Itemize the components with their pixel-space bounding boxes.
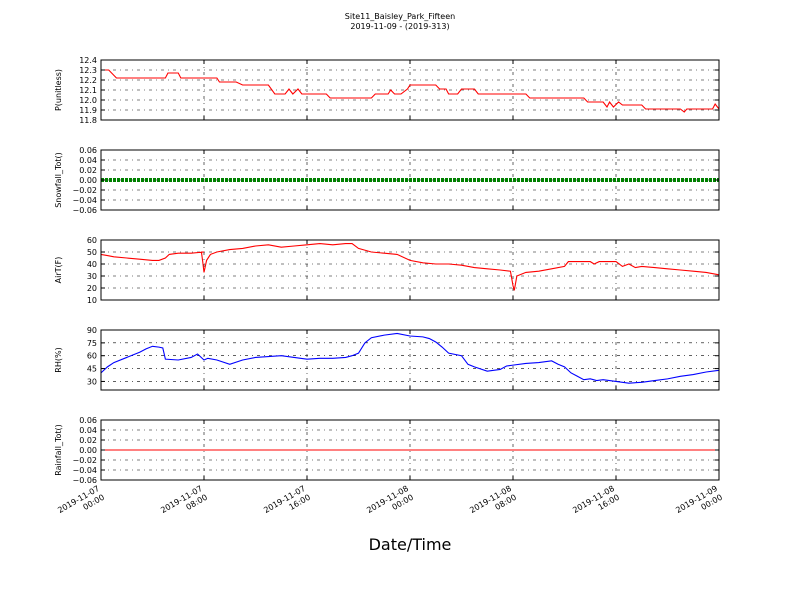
panel-3-series-line xyxy=(100,243,720,291)
y-tick-label: 0.02 xyxy=(79,166,97,175)
y-tick-label: 0.04 xyxy=(79,426,97,435)
x-tick-label: 2019-11-0900:00 xyxy=(674,484,724,524)
y-tick-label: 90 xyxy=(87,326,97,335)
panel-1-series-line xyxy=(101,69,720,113)
y-tick-label: 40 xyxy=(87,260,97,269)
y-tick-label: −0.02 xyxy=(72,456,97,465)
x-tick-label: 2019-11-0708:00 xyxy=(159,484,209,524)
y-tick-label: 11.8 xyxy=(79,116,97,125)
y-tick-label: 12.2 xyxy=(79,76,97,85)
x-tick-label: 2019-11-0700:00 xyxy=(56,484,106,524)
x-tick-label: 2019-11-0716:00 xyxy=(262,484,312,524)
panel-1-y-axis-label: P(unitless) xyxy=(54,69,63,111)
y-tick-label: 10 xyxy=(87,296,97,305)
y-tick-label: 0.04 xyxy=(79,156,97,165)
panel-1: 12.412.312.212.112.011.911.8 P(unitless) xyxy=(54,56,720,125)
panel-1-grid xyxy=(101,60,719,120)
y-tick-label: 0.06 xyxy=(79,146,97,155)
y-tick-label: 11.9 xyxy=(79,106,97,115)
y-tick-label: 12.0 xyxy=(79,96,97,105)
chart-title-line2: 2019-11-09 - (2019-313) xyxy=(350,22,449,31)
y-tick-label: −0.02 xyxy=(72,186,97,195)
y-tick-label: −0.06 xyxy=(72,206,97,215)
chart-title-line1: Site11_Baisley_Park_Fifteen xyxy=(345,12,455,21)
y-tick-label: 75 xyxy=(87,339,97,348)
y-tick-label: 60 xyxy=(87,352,97,361)
x-tick-label: 2019-11-0808:00 xyxy=(468,484,518,524)
panel-4-series-line xyxy=(100,332,720,384)
y-tick-label: 12.3 xyxy=(79,66,97,75)
y-tick-label: 30 xyxy=(87,377,97,386)
x-tick-label: 2019-11-0816:00 xyxy=(571,484,621,524)
panel-3-y-axis-label: AirT(F) xyxy=(54,257,63,284)
y-tick-label: −0.06 xyxy=(72,476,97,485)
y-tick-label: −0.04 xyxy=(72,196,97,205)
x-tick-label: 2019-11-0800:00 xyxy=(365,484,415,524)
panel-3-grid xyxy=(101,240,719,300)
y-tick-label: 12.4 xyxy=(79,56,97,65)
y-tick-label: 60 xyxy=(87,236,97,245)
y-tick-label: 12.1 xyxy=(79,86,97,95)
panel-4: 90 75 60 45 30 RH(%) xyxy=(54,326,720,391)
panel-2: 0.060.040.020.00−0.02−0.04−0.06 Snowfall_… xyxy=(54,146,720,215)
y-tick-label: 20 xyxy=(87,284,97,293)
y-tick-label: 0.00 xyxy=(79,176,97,185)
panel-4-grid xyxy=(101,330,719,390)
y-tick-label: 0.02 xyxy=(79,436,97,445)
y-tick-label: 50 xyxy=(87,248,97,257)
y-tick-label: −0.04 xyxy=(72,466,97,475)
y-tick-label: 0.00 xyxy=(79,446,97,455)
panel-3: 60 50 40 30 20 10 AirT(F) xyxy=(54,236,720,305)
panel-4-y-axis-label: RH(%) xyxy=(54,347,63,372)
panel-5: 0.060.040.020.00−0.02−0.04−0.06 Rainfall_… xyxy=(54,416,720,485)
y-tick-label: 0.06 xyxy=(79,416,97,425)
y-tick-label: 45 xyxy=(87,365,97,374)
x-axis-label: Date/Time xyxy=(369,535,452,554)
panel-5-y-axis-label: Rainfall_Tot() xyxy=(54,424,63,476)
panel-2-y-axis-label: Snowfall_Tot() xyxy=(54,152,63,208)
y-tick-label: 30 xyxy=(87,272,97,281)
